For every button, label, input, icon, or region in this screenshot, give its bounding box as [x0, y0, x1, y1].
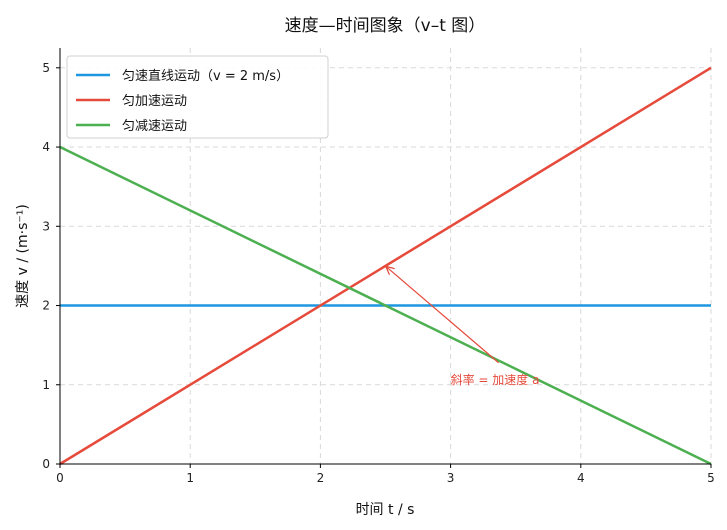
- y-axis-label: 速度 v / (m·s⁻¹): [15, 204, 31, 308]
- legend-label-3: 匀减速运动: [122, 119, 187, 134]
- y-tick-label: 3: [42, 219, 50, 233]
- series-line-3: [59, 145, 712, 466]
- legend-box: [66, 55, 329, 139]
- legend-label-1: 匀速直线运动（v = 2 m/s）: [122, 69, 289, 84]
- x-tick-label: 4: [577, 471, 585, 485]
- annotation: 斜率 = 加速度 a: [387, 267, 540, 387]
- x-tick-label: 0: [56, 471, 64, 485]
- ticks: 0 1 2 3 4 5 0 1 2 3 4 5: [42, 61, 714, 485]
- annotation-text: 斜率 = 加速度 a: [451, 372, 540, 387]
- legend-label-2: 匀加速运动: [122, 94, 187, 109]
- x-tick-label: 5: [707, 471, 715, 485]
- x-axis-label: 时间 t / s: [356, 502, 415, 518]
- y-tick-label: 2: [42, 299, 50, 313]
- axes: [59, 48, 711, 465]
- x-tick-label: 1: [186, 471, 194, 485]
- y-tick-label: 0: [42, 457, 50, 471]
- x-tick-label: 3: [447, 471, 455, 485]
- y-tick-label: 5: [42, 61, 50, 75]
- x-tick-label: 2: [317, 471, 325, 485]
- annotation-arrow: [387, 267, 499, 364]
- chart-title: 速度—时间图象（v–t 图）: [285, 16, 486, 36]
- y-tick-label: 1: [42, 378, 50, 392]
- y-tick-label: 4: [42, 140, 50, 154]
